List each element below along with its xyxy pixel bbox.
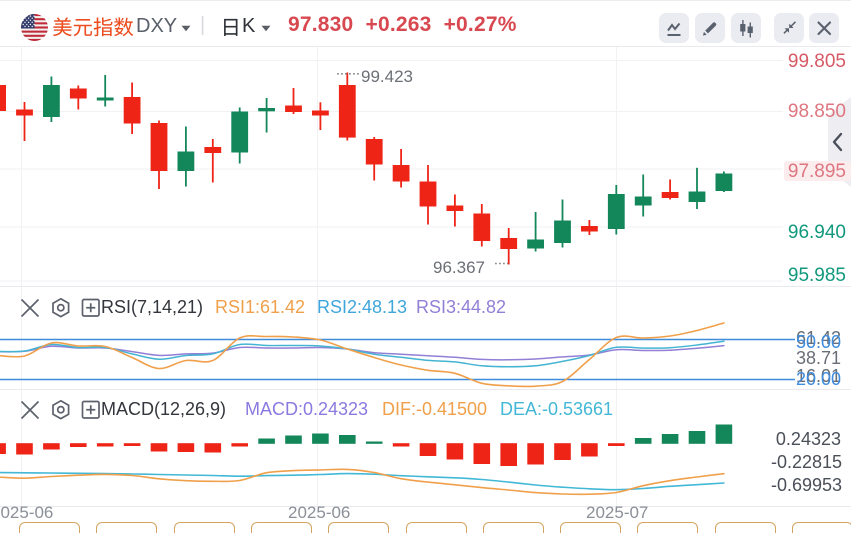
svg-text:99.423: 99.423 — [361, 67, 413, 86]
svg-text:96.367: 96.367 — [433, 258, 485, 277]
